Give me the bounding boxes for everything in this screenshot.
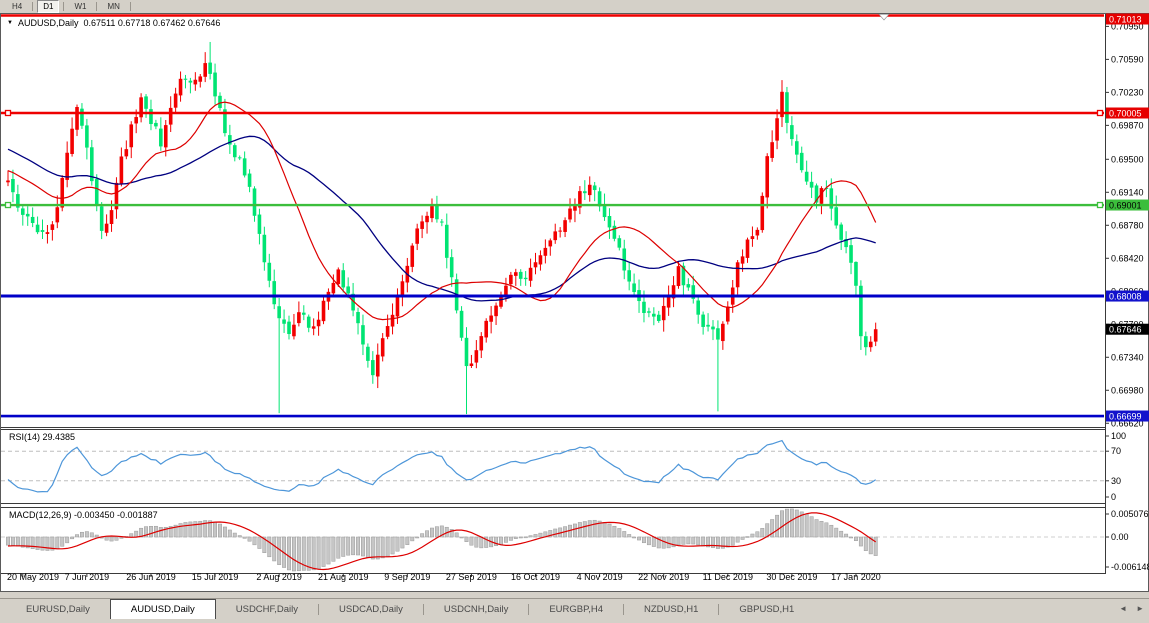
- svg-text:16 Oct 2019: 16 Oct 2019: [511, 572, 560, 582]
- macd-histogram: [6, 508, 878, 572]
- svg-text:26 Jun 2019: 26 Jun 2019: [126, 572, 176, 582]
- svg-text:0.68420: 0.68420: [1111, 253, 1144, 263]
- timeframe-button-w1[interactable]: W1: [74, 1, 87, 11]
- macd-signal-line: [7, 512, 877, 571]
- tab-scrollers: ◄ ►: [1119, 604, 1144, 613]
- tab-separator: [623, 603, 625, 615]
- tab-separator: [528, 603, 530, 615]
- tab-separator: [718, 603, 720, 615]
- toolbar-separator: [32, 2, 34, 11]
- hline-anchor[interactable]: [1096, 109, 1104, 117]
- chart-canvas[interactable]: 0.70950 0.70590 0.70230 0.69870 0.69500 0.691…: [0, 13, 1149, 592]
- hline-drag-marker[interactable]: [878, 14, 890, 21]
- svg-text:0.67340: 0.67340: [1111, 352, 1144, 362]
- svg-text:17 Jan 2020: 17 Jan 2020: [831, 572, 881, 582]
- toolbar-separator: [129, 2, 131, 11]
- chart-tab-usdcad[interactable]: USDCAD,Daily: [339, 603, 403, 615]
- hline-anchor[interactable]: [4, 109, 12, 117]
- svg-text:0.005076: 0.005076: [1111, 509, 1149, 519]
- timeframe-button-d1[interactable]: D1: [37, 0, 60, 13]
- chart-tab-audusd[interactable]: AUDUSD,Daily: [109, 599, 216, 619]
- timeframe-button-h4[interactable]: H4: [12, 1, 23, 11]
- svg-text:21 Aug 2019: 21 Aug 2019: [318, 572, 369, 582]
- price-axis-badges: 0.71013 0.70005 0.69001 0.68008 0.67646 0.666…: [1106, 13, 1149, 422]
- svg-text:0.70230: 0.70230: [1111, 87, 1144, 97]
- svg-text:0.70005: 0.70005: [1109, 109, 1142, 119]
- svg-text:0.70590: 0.70590: [1111, 54, 1144, 64]
- rsi-indicator-label: RSI(14) 29.4385: [9, 432, 76, 442]
- svg-text:0.69140: 0.69140: [1111, 187, 1144, 197]
- svg-text:-0.006148: -0.006148: [1111, 562, 1149, 572]
- toolbar-separator: [63, 2, 65, 11]
- svg-text:9 Sep 2019: 9 Sep 2019: [384, 572, 430, 582]
- svg-text:0.67646: 0.67646: [1109, 325, 1142, 335]
- symbol-ohlc: 0.67511 0.67718 0.67462 0.67646: [83, 18, 221, 28]
- ma-fast-line: [7, 101, 877, 321]
- chart-tab-eurusd[interactable]: EURUSD,Daily: [26, 603, 90, 615]
- tab-scroll-right-icon[interactable]: ►: [1136, 604, 1144, 613]
- svg-text:0.69500: 0.69500: [1111, 154, 1144, 164]
- symbol-header: ▼ AUDUSD,Daily 0.67511 0.67718 0.67462 0…: [7, 18, 220, 28]
- candlestick-series: [6, 41, 878, 415]
- svg-text:0.66980: 0.66980: [1111, 385, 1144, 395]
- chart-tab-nzdusd[interactable]: NZDUSD,H1: [644, 603, 699, 615]
- svg-text:2 Aug 2019: 2 Aug 2019: [256, 572, 302, 582]
- svg-text:0.71013: 0.71013: [1109, 15, 1142, 25]
- svg-text:0.66620: 0.66620: [1111, 418, 1144, 428]
- svg-text:15 Jul 2019: 15 Jul 2019: [192, 572, 239, 582]
- tab-scroll-left-icon[interactable]: ◄: [1119, 604, 1128, 613]
- symbol-title: AUDUSD,Daily: [17, 18, 79, 28]
- svg-text:0.69870: 0.69870: [1111, 120, 1144, 130]
- hline-anchor[interactable]: [4, 201, 12, 209]
- svg-text:0.70950: 0.70950: [1111, 21, 1144, 31]
- horizontal-level-lines[interactable]: [1, 14, 1104, 418]
- hline-anchor[interactable]: [1096, 201, 1104, 209]
- svg-text:0.68008: 0.68008: [1109, 292, 1142, 302]
- svg-text:0: 0: [1111, 492, 1116, 502]
- svg-text:100: 100: [1111, 431, 1126, 441]
- tab-separator: [318, 603, 320, 615]
- svg-text:7 Jun 2019: 7 Jun 2019: [65, 572, 110, 582]
- svg-text:0.69001: 0.69001: [1109, 201, 1142, 211]
- date-axis: 20 May 2019 7 Jun 2019 26 Jun 2019 15 Jul 2…: [7, 572, 881, 582]
- ma-slow-line: [7, 135, 876, 302]
- svg-text:11 Dec 2019: 11 Dec 2019: [703, 572, 753, 582]
- chart-tab-gbpusd[interactable]: GBPUSD,H1: [739, 603, 795, 615]
- svg-text:30 Dec 2019: 30 Dec 2019: [766, 572, 817, 582]
- toolbar-separator: [96, 2, 98, 11]
- tab-separator: [422, 603, 424, 615]
- chart-window[interactable]: 0.70950 0.70590 0.70230 0.69870 0.69500 0.691…: [0, 13, 1149, 592]
- svg-text:0.00: 0.00: [1111, 532, 1129, 542]
- svg-text:70: 70: [1111, 446, 1121, 456]
- svg-text:20 May 2019: 20 May 2019: [7, 572, 59, 582]
- svg-text:27 Sep 2019: 27 Sep 2019: [446, 572, 497, 582]
- svg-text:30: 30: [1111, 476, 1121, 486]
- timeframe-toolbar: H4 D1 W1 MN: [0, 0, 1149, 13]
- timeframe-button-mn[interactable]: MN: [107, 1, 120, 11]
- rsi-line: [7, 439, 877, 493]
- chart-tab-usdcnh[interactable]: USDCNH,Daily: [443, 603, 509, 615]
- svg-text:22 Nov 2019: 22 Nov 2019: [638, 572, 689, 582]
- macd-indicator-label: MACD(12,26,9) -0.003450 -0.001887: [9, 510, 158, 520]
- chart-tab-usdchf[interactable]: USDCHF,Daily: [235, 603, 299, 615]
- symbol-dropdown-icon[interactable]: ▼: [7, 20, 13, 26]
- chart-tab-bar: EURUSD,Daily AUDUSD,Daily USDCHF,Daily USDC…: [0, 598, 1149, 619]
- chart-tab-eurgbp[interactable]: EURGBP,H4: [549, 603, 604, 615]
- svg-text:0.66699: 0.66699: [1109, 412, 1142, 422]
- svg-text:4 Nov 2019: 4 Nov 2019: [577, 572, 623, 582]
- svg-text:0.68780: 0.68780: [1111, 220, 1144, 230]
